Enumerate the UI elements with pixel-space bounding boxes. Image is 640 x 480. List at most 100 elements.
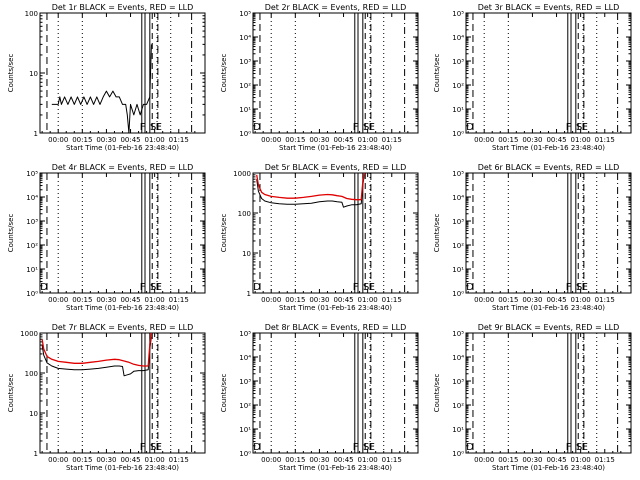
x-tick-label: 01:15 [169, 456, 189, 464]
x-tick-label: 01:00 [571, 456, 591, 464]
marker-S: S [363, 442, 369, 453]
panel-title: Det 8r BLACK = Events, RED = LLD [265, 323, 407, 332]
x-tick-label: 00:15 [498, 456, 518, 464]
panel-title: Det 4r BLACK = Events, RED = LLD [52, 163, 194, 172]
marker-F: F [140, 282, 146, 293]
x-axis-label: Start Time (01-Feb-16 23:48:40) [66, 304, 179, 312]
marker-S: S [576, 282, 582, 293]
marker-F: F [353, 282, 359, 293]
y-tick-label: 10⁰ [452, 130, 464, 138]
y-axis-label: Counts/sec [220, 54, 228, 93]
x-tick-label: 00:15 [498, 136, 518, 144]
y-tick-label: 10² [452, 242, 464, 250]
y-tick-label: 10² [239, 402, 251, 410]
x-tick-label: 00:45 [120, 456, 140, 464]
marker-S: S [363, 282, 369, 293]
detector-panel-7r: Det 7r BLACK = Events, RED = LLD10001001… [7, 323, 206, 472]
marker-E: E [369, 442, 375, 453]
detector-panel-5r: Det 5r BLACK = Events, RED = LLD10001001… [220, 163, 419, 312]
y-tick-label: 10¹ [452, 266, 464, 274]
marker-D: D [40, 282, 48, 293]
panel-title: Det 7r BLACK = Events, RED = LLD [52, 323, 194, 332]
x-tick-label: 00:45 [333, 136, 353, 144]
x-tick-label: 00:00 [48, 456, 68, 464]
x-tick-label: 00:30 [522, 456, 542, 464]
y-tick-label: 10⁰ [452, 450, 464, 458]
x-tick-label: 00:15 [285, 296, 305, 304]
y-tick-label: 10² [452, 402, 464, 410]
y-tick-label: 10⁵ [239, 330, 251, 338]
y-axis-label: Counts/sec [7, 214, 15, 253]
x-tick-label: 00:30 [522, 296, 542, 304]
y-tick-label: 10¹ [239, 106, 251, 114]
y-axis-label: Counts/sec [433, 54, 441, 93]
marker-D: D [253, 282, 261, 293]
y-tick-label: 1000 [20, 330, 38, 338]
marker-D: D [466, 442, 474, 453]
y-tick-label: 10² [239, 82, 251, 90]
x-tick-label: 00:15 [72, 296, 92, 304]
y-tick-label: 10⁴ [452, 354, 464, 362]
marker-F: F [140, 122, 146, 133]
y-tick-label: 1000 [233, 170, 251, 178]
marker-E: E [369, 122, 375, 133]
y-tick-label: 10⁰ [239, 450, 251, 458]
marker-E: E [369, 282, 375, 293]
x-tick-label: 01:00 [145, 296, 165, 304]
detector-panel-3r: Det 3r BLACK = Events, RED = LLD 10⁵ 10⁴ 10… [433, 3, 632, 152]
panel-title: Det 1r BLACK = Events, RED = LLD [52, 3, 194, 12]
y-axis-label: Counts/sec [433, 214, 441, 253]
x-tick-label: 00:30 [96, 456, 116, 464]
plot-frame [465, 12, 632, 134]
x-tick-label: 01:00 [145, 136, 165, 144]
x-tick-label: 01:00 [571, 136, 591, 144]
y-tick-label: 10⁵ [452, 10, 464, 18]
x-tick-label: 00:00 [261, 296, 281, 304]
x-axis-label: Start Time (01-Feb-16 23:48:40) [492, 304, 605, 312]
marker-E: E [582, 122, 588, 133]
x-tick-label: 00:00 [261, 456, 281, 464]
x-tick-label: 00:45 [333, 296, 353, 304]
marker-D: D [466, 122, 474, 133]
x-axis-label: Start Time (01-Feb-16 23:48:40) [66, 464, 179, 472]
panel-title: Det 6r BLACK = Events, RED = LLD [478, 163, 620, 172]
x-tick-label: 00:15 [285, 456, 305, 464]
marker-F: F [353, 442, 359, 453]
y-axis-label: Counts/sec [7, 374, 15, 413]
x-tick-label: 00:45 [120, 296, 140, 304]
panel-title: Det 3r BLACK = Events, RED = LLD [478, 3, 620, 12]
y-tick-label: 10³ [452, 378, 464, 386]
y-tick-label: 10⁵ [239, 10, 251, 18]
panel-title: Det 9r BLACK = Events, RED = LLD [478, 323, 620, 332]
y-tick-label: 10² [26, 242, 38, 250]
marker-S: S [576, 442, 582, 453]
x-axis-label: Start Time (01-Feb-16 23:48:40) [279, 144, 392, 152]
x-axis-label: Start Time (01-Feb-16 23:48:40) [66, 144, 179, 152]
x-tick-label: 00:00 [474, 136, 494, 144]
panel-title: Det 2r BLACK = Events, RED = LLD [265, 3, 407, 12]
marker-D: D [253, 122, 261, 133]
marker-F: F [566, 122, 572, 133]
marker-F: F [140, 442, 146, 453]
x-tick-label: 00:45 [546, 136, 566, 144]
marker-S: S [363, 122, 369, 133]
x-tick-label: 00:30 [96, 296, 116, 304]
y-tick-label: 10¹ [239, 426, 251, 434]
x-tick-label: 01:15 [382, 136, 402, 144]
x-tick-label: 00:30 [522, 136, 542, 144]
x-tick-label: 00:00 [48, 136, 68, 144]
detector-panel-2r: Det 2r BLACK = Events, RED = LLD 10⁵ 10⁴ 10… [220, 3, 419, 152]
y-tick-label: 1 [247, 290, 251, 298]
x-tick-label: 01:00 [358, 456, 378, 464]
x-tick-label: 00:30 [96, 136, 116, 144]
panel-title: Det 5r BLACK = Events, RED = LLD [265, 163, 407, 172]
y-axis-label: Counts/sec [220, 374, 228, 413]
x-tick-label: 01:15 [169, 136, 189, 144]
x-tick-label: 00:15 [72, 136, 92, 144]
y-tick-label: 10² [452, 82, 464, 90]
detector-panel-6r: Det 6r BLACK = Events, RED = LLD 10⁵ 10⁴ 10… [433, 163, 632, 312]
x-tick-label: 00:45 [546, 456, 566, 464]
y-tick-label: 10⁵ [26, 170, 38, 178]
y-tick-label: 10¹ [452, 426, 464, 434]
x-axis-label: Start Time (01-Feb-16 23:48:40) [492, 144, 605, 152]
